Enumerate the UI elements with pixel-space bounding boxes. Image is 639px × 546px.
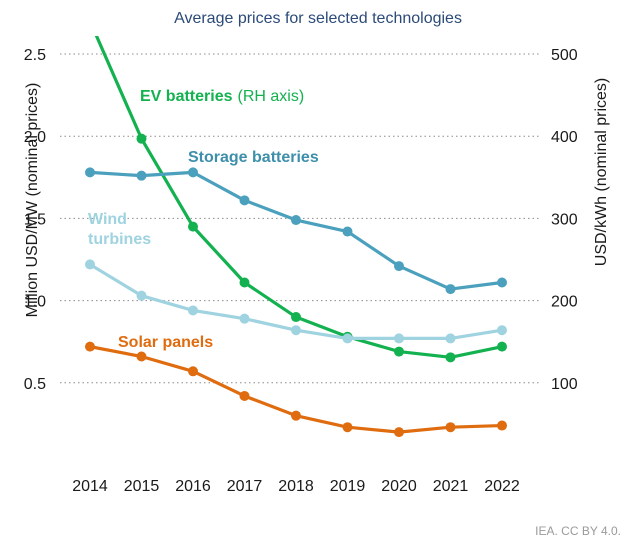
data-point-ev xyxy=(239,277,250,288)
series-label-wind-line2: turbines xyxy=(88,231,151,248)
data-point-storage xyxy=(394,261,404,272)
x-tick-label: 2019 xyxy=(330,478,366,495)
series-label-ev-name: EV batteries xyxy=(140,88,233,105)
data-point-ev xyxy=(136,133,147,144)
data-point-storage xyxy=(291,215,301,226)
series-label-storage: Storage batteries xyxy=(188,149,319,166)
data-point-wind xyxy=(394,333,404,344)
data-point-ev xyxy=(394,346,404,357)
data-point-storage xyxy=(497,277,507,288)
data-point-wind xyxy=(85,259,95,270)
data-point-storage xyxy=(342,226,353,237)
right-tick-label: 400 xyxy=(551,129,578,146)
left-tick-label: 2.0 xyxy=(24,129,46,146)
x-tick-label: 2020 xyxy=(381,478,417,495)
data-point-storage xyxy=(188,167,198,178)
data-point-wind xyxy=(291,325,301,336)
x-axis-ticks: 2014 2015 2016 2017 2018 2019 2020 2021 2022 xyxy=(72,478,520,495)
left-tick-label: 0.5 xyxy=(24,376,46,393)
series-label-wind-line1: Wind xyxy=(88,211,127,228)
left-tick-label: 1.5 xyxy=(24,211,46,228)
data-point-solar xyxy=(239,390,250,401)
data-point-wind xyxy=(188,305,198,316)
data-point-solar xyxy=(342,422,353,433)
data-point-solar xyxy=(85,341,95,352)
data-point-wind xyxy=(342,333,353,344)
right-tick-label: 100 xyxy=(551,376,578,393)
data-point-ev xyxy=(188,221,198,232)
data-point-solar xyxy=(136,351,147,362)
series-line-storage xyxy=(88,170,504,291)
x-tick-label: 2016 xyxy=(175,478,211,495)
data-point-solar xyxy=(291,410,301,421)
series-label-ev: EV batteries (RH axis) xyxy=(140,88,304,105)
data-point-storage xyxy=(239,195,250,206)
data-point-solar xyxy=(497,420,507,431)
left-axis-ticks: 0.5 1.0 1.5 2.0 2.5 xyxy=(24,47,46,393)
credit: IEA. CC BY 4.0. xyxy=(535,524,621,538)
series-line-ev xyxy=(94,36,504,359)
chart-title: Average prices for selected technologies xyxy=(174,10,462,27)
x-tick-label: 2017 xyxy=(227,478,263,495)
series-label-solar: Solar panels xyxy=(118,334,213,351)
data-point-storage xyxy=(136,170,147,181)
left-tick-label: 2.5 xyxy=(24,47,46,64)
x-tick-label: 2014 xyxy=(72,478,108,495)
data-point-wind xyxy=(239,313,250,324)
left-axis-title: Million USD/MW (nominal prices) xyxy=(24,83,41,318)
x-tick-label: 2018 xyxy=(278,478,314,495)
data-point-solar xyxy=(394,427,404,438)
data-point-ev xyxy=(85,16,95,26)
right-axis-title: USD/kWh (nominal prices) xyxy=(593,78,610,266)
data-point-storage xyxy=(445,284,456,295)
right-tick-label: 200 xyxy=(551,294,578,311)
series-group xyxy=(85,16,507,438)
right-tick-label: 500 xyxy=(551,47,578,64)
data-point-solar xyxy=(445,422,456,433)
x-tick-label: 2015 xyxy=(124,478,160,495)
data-point-wind xyxy=(445,333,456,344)
data-point-wind xyxy=(497,325,507,336)
series-label-ev-note: (RH axis) xyxy=(237,88,304,105)
right-axis-ticks: 100 200 300 400 500 xyxy=(551,47,578,393)
left-tick-label: 1.0 xyxy=(24,294,46,311)
data-point-ev xyxy=(497,341,507,352)
data-point-wind xyxy=(136,290,147,301)
data-point-ev xyxy=(291,312,301,323)
x-tick-label: 2022 xyxy=(484,478,520,495)
right-tick-label: 300 xyxy=(551,211,578,228)
x-tick-label: 2021 xyxy=(433,478,469,495)
data-point-solar xyxy=(188,366,198,377)
data-point-storage xyxy=(85,167,95,178)
data-point-ev xyxy=(445,352,456,363)
